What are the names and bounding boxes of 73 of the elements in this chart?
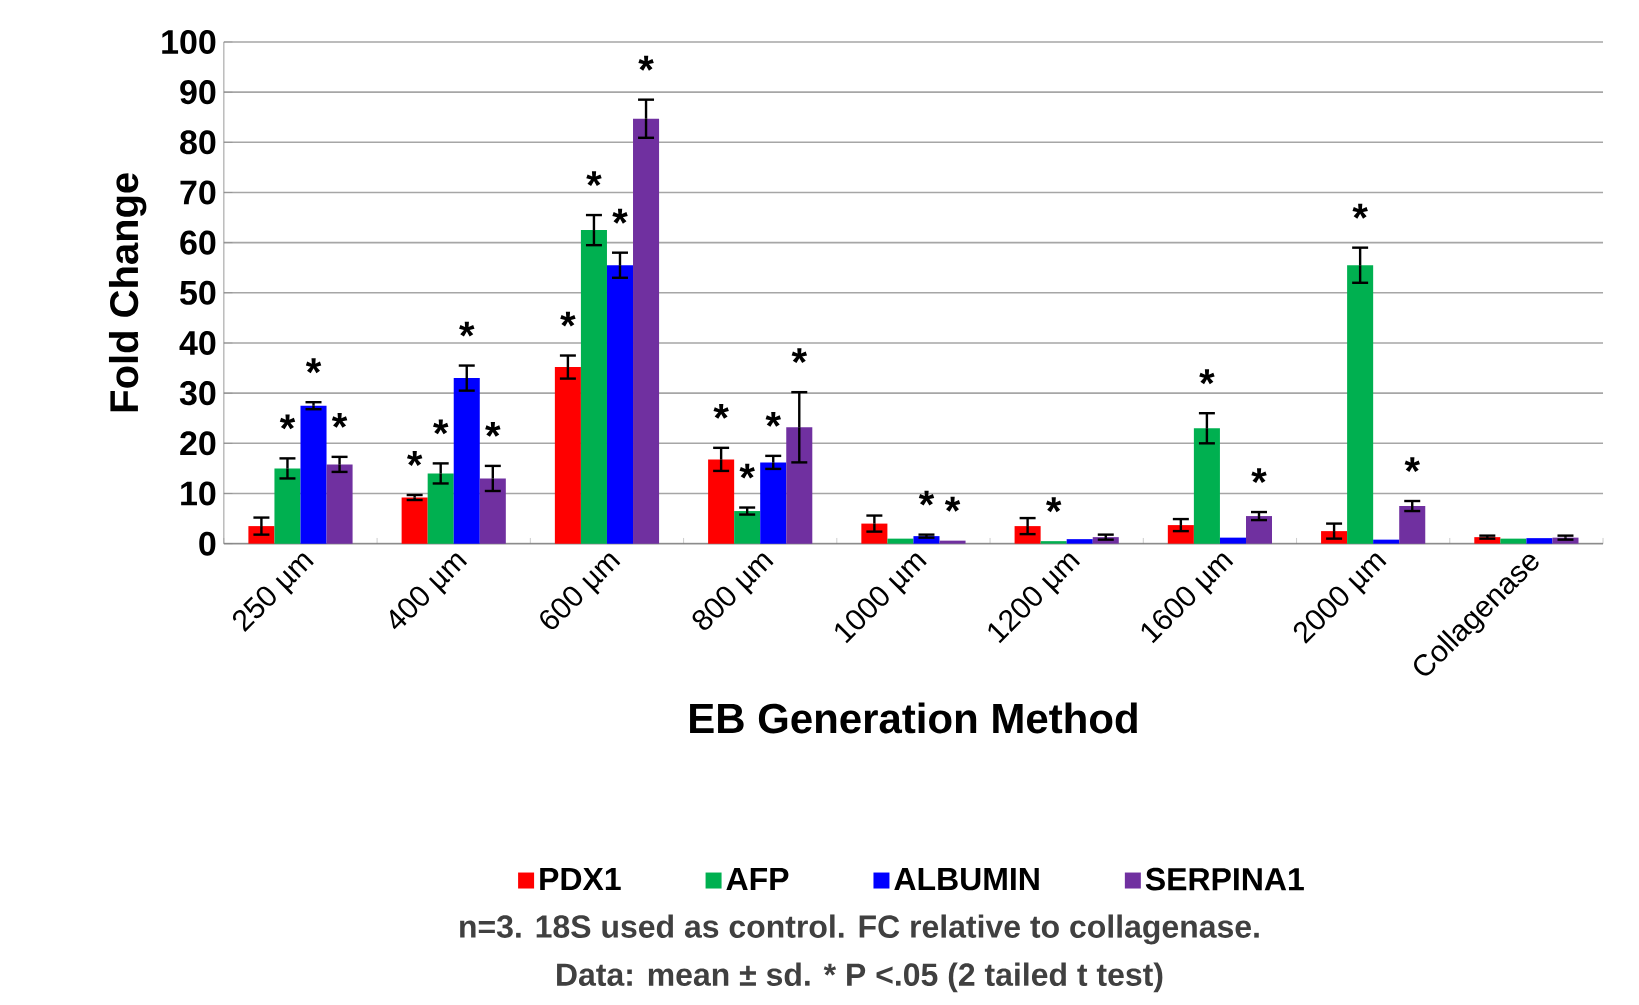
x-tick-label: 600 µm <box>540 553 621 629</box>
data-label: * <box>918 490 935 506</box>
y-tick-label: 90 <box>180 79 216 104</box>
legend-label: ALBUMIN <box>894 867 1039 891</box>
bar <box>1193 428 1220 544</box>
bar <box>1066 538 1093 544</box>
data-label: * <box>407 450 423 466</box>
y-tick-label: 0 <box>199 531 216 556</box>
y-tick-label: 100 <box>162 29 216 54</box>
y-tick-label: 20 <box>180 431 216 456</box>
bar <box>401 497 428 544</box>
data-label: * <box>586 170 602 186</box>
data-label: * <box>279 414 296 430</box>
bar <box>427 473 454 544</box>
y-tick-label: 50 <box>180 280 216 305</box>
x-axis-title: EB Generation Method <box>690 702 1137 734</box>
data-label: * <box>1046 497 1062 512</box>
data-label: * <box>433 419 449 435</box>
data-label: * <box>1251 467 1267 483</box>
data-label: * <box>459 321 475 337</box>
data-label: * <box>560 311 576 327</box>
data-label: * <box>638 55 654 71</box>
bar <box>633 118 660 544</box>
bar <box>326 464 353 544</box>
data-label: * <box>331 412 348 428</box>
data-label: * <box>791 348 808 363</box>
bar <box>300 405 327 544</box>
bar <box>453 377 480 544</box>
bar <box>887 538 914 544</box>
x-tick-label: 250 µm <box>232 553 314 632</box>
bar <box>1500 538 1527 544</box>
data-label: * <box>305 358 322 373</box>
legend-label: SERPINA1 <box>1145 867 1304 891</box>
bar <box>760 462 787 544</box>
y-tick-label: 70 <box>180 180 216 205</box>
y-tick-label: 30 <box>179 380 216 406</box>
data-label: * <box>485 421 501 437</box>
legend-label: PDX1 <box>540 867 621 890</box>
bar <box>606 265 634 544</box>
legend-label: AFP <box>726 867 789 890</box>
bar <box>786 427 813 544</box>
bar <box>1526 537 1553 544</box>
data-label: * <box>1352 203 1368 219</box>
data-label: * <box>612 208 628 224</box>
bar <box>1219 537 1246 544</box>
bar <box>1373 539 1400 544</box>
bar <box>274 468 301 544</box>
x-tick-label: 400 µm <box>389 553 468 630</box>
bar <box>580 229 607 544</box>
bar <box>1167 524 1194 544</box>
bar <box>554 366 581 544</box>
data-label: * <box>1199 369 1215 385</box>
bar <box>734 510 761 544</box>
y-tick-label: 60 <box>180 230 216 255</box>
y-axis-title: Fold Change <box>108 172 147 411</box>
text: Data: mean ± sd. * P <.05 (2 tailed t test) <box>557 962 1163 993</box>
bar <box>939 540 966 544</box>
bar <box>1040 540 1067 544</box>
bar <box>479 478 506 544</box>
y-tick-label: 80 <box>180 130 216 155</box>
bar <box>1347 265 1374 544</box>
data-label: * <box>739 463 755 479</box>
data-label: * <box>1404 456 1420 472</box>
y-tick-label: 10 <box>181 481 216 506</box>
data-label: * <box>944 496 961 512</box>
y-tick-label: 40 <box>179 330 216 355</box>
data-label: * <box>713 403 729 419</box>
text: n=3. 18S used as control. FC relative to collagenase. <box>460 914 1259 945</box>
bar <box>1399 505 1426 544</box>
bar <box>708 459 735 544</box>
data-label: * <box>765 411 781 427</box>
x-tick-label: 800 µm <box>692 553 774 630</box>
bar <box>1245 515 1273 544</box>
